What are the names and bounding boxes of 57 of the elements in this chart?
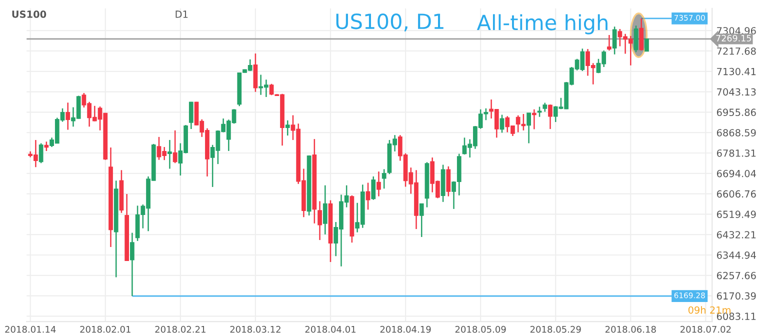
candlestick xyxy=(253,52,258,92)
candlestick xyxy=(322,184,328,236)
candlestick xyxy=(419,202,424,238)
y-tick-label: 7304.96 xyxy=(717,27,756,34)
y-tick-label: 6257.66 xyxy=(716,272,756,280)
candlestick xyxy=(634,25,638,53)
candlestick xyxy=(548,104,552,130)
candlestick xyxy=(168,139,172,170)
x-tick-label: 2018.03.12 xyxy=(230,326,280,333)
y-tick-label: 6083.11 xyxy=(716,312,756,320)
candlestick xyxy=(188,101,194,130)
candlestick xyxy=(382,168,386,190)
candlestick xyxy=(376,170,381,197)
candlestick xyxy=(318,200,322,241)
annotation: 09h 21m xyxy=(688,306,730,314)
x-tick-label: 2018.02.01 xyxy=(80,326,130,333)
candlestick xyxy=(172,130,178,164)
candlestick xyxy=(66,102,70,130)
candlestick xyxy=(130,232,134,297)
x-tick-label: 2018.07.02 xyxy=(680,326,731,333)
y-tick-label: 7130.41 xyxy=(717,68,756,76)
candlestick xyxy=(644,38,649,52)
x-tick-label: 2018.05.09 xyxy=(455,326,506,333)
y-tick-label: 6519.49 xyxy=(716,210,756,218)
x-tick-label: 2018.02.21 xyxy=(155,326,206,333)
candlestick xyxy=(38,142,44,164)
y-tick-label: 6170.39 xyxy=(716,292,756,300)
annotation: D1 xyxy=(176,10,188,18)
candlestick xyxy=(532,108,536,130)
y-tick-label: 6781.31 xyxy=(716,149,756,157)
candlestick xyxy=(500,114,504,134)
candlestick xyxy=(639,18,644,52)
candlestick xyxy=(371,176,376,200)
chart-title: US100, D1 xyxy=(336,13,444,32)
y-tick-label: 7217.68 xyxy=(717,47,756,55)
candlestick xyxy=(366,182,370,210)
annotation: US100 xyxy=(12,10,46,18)
y-tick-label: 6344.94 xyxy=(716,251,756,259)
candlestick xyxy=(526,112,532,144)
x-tick-label: 2018.06.18 xyxy=(605,326,656,333)
candlestick xyxy=(44,140,49,152)
ref-line-label: 7269.15 xyxy=(716,34,751,42)
x-tick-label: 2018.04.01 xyxy=(305,326,356,333)
y-tick-label: 6955.86 xyxy=(716,108,756,116)
candlestick xyxy=(285,120,290,136)
y-tick-label: 6694.04 xyxy=(716,170,756,178)
candlestick xyxy=(612,26,617,56)
x-tick-label: 2018.04.19 xyxy=(380,326,431,333)
candlestick xyxy=(446,166,451,197)
x-tick-label: 2018.01.14 xyxy=(5,326,56,333)
x-tick-label: 2018.05.29 xyxy=(530,326,581,333)
y-tick-label: 6606.76 xyxy=(716,190,756,198)
annotation: All-time high xyxy=(476,14,608,34)
y-tick-label: 6868.59 xyxy=(716,129,756,136)
y-tick-label: 6432.21 xyxy=(716,231,756,238)
candlestick xyxy=(607,34,612,52)
y-tick-label: 7043.13 xyxy=(717,88,756,96)
